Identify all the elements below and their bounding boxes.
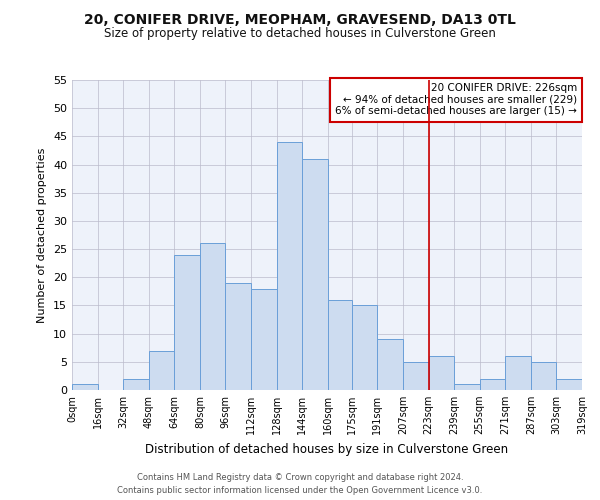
Bar xyxy=(556,378,582,390)
Bar xyxy=(479,378,505,390)
Bar xyxy=(403,362,428,390)
Text: Size of property relative to detached houses in Culverstone Green: Size of property relative to detached ho… xyxy=(104,28,496,40)
Text: Contains HM Land Registry data © Crown copyright and database right 2024.
Contai: Contains HM Land Registry data © Crown c… xyxy=(118,474,482,495)
X-axis label: Distribution of detached houses by size in Culverstone Green: Distribution of detached houses by size … xyxy=(145,442,509,456)
Bar xyxy=(72,384,98,390)
Bar xyxy=(123,378,149,390)
Bar xyxy=(200,244,226,390)
Bar xyxy=(328,300,352,390)
Bar xyxy=(531,362,556,390)
Y-axis label: Number of detached properties: Number of detached properties xyxy=(37,148,47,322)
Bar xyxy=(454,384,479,390)
Text: 20, CONIFER DRIVE, MEOPHAM, GRAVESEND, DA13 0TL: 20, CONIFER DRIVE, MEOPHAM, GRAVESEND, D… xyxy=(84,12,516,26)
Bar xyxy=(505,356,531,390)
Bar xyxy=(226,283,251,390)
Bar xyxy=(302,159,328,390)
Bar xyxy=(428,356,454,390)
Bar xyxy=(251,288,277,390)
Bar xyxy=(149,350,175,390)
Bar xyxy=(377,340,403,390)
Bar xyxy=(352,306,377,390)
Bar xyxy=(277,142,302,390)
Text: 20 CONIFER DRIVE: 226sqm
← 94% of detached houses are smaller (229)
6% of semi-d: 20 CONIFER DRIVE: 226sqm ← 94% of detach… xyxy=(335,83,577,116)
Bar xyxy=(175,254,200,390)
